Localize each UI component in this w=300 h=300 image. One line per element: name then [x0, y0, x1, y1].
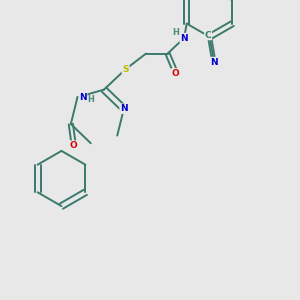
Text: N: N — [79, 93, 87, 102]
Text: N: N — [211, 58, 218, 67]
Text: S: S — [122, 65, 129, 74]
Text: O: O — [172, 69, 179, 78]
Text: H: H — [172, 28, 179, 37]
Text: H: H — [88, 95, 94, 104]
Text: O: O — [69, 141, 77, 150]
Text: N: N — [180, 34, 188, 43]
Text: N: N — [120, 104, 128, 113]
Text: C: C — [205, 31, 211, 40]
